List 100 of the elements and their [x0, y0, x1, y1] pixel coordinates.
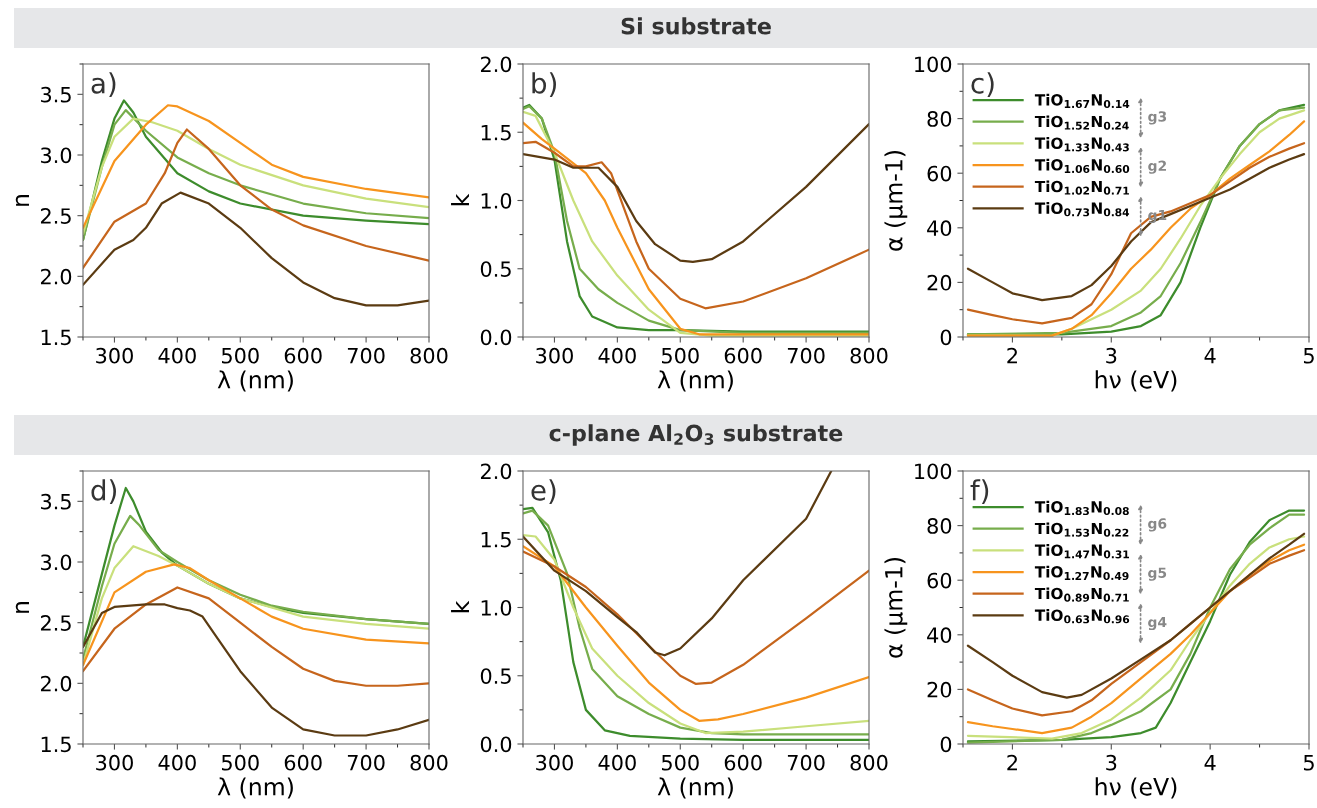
y-tick-label: 3.0 — [41, 554, 72, 571]
y-tick-label: 1.0 — [481, 192, 512, 209]
x-tick-label: 5 — [1303, 755, 1314, 771]
x-tick-label: 500 — [662, 754, 699, 771]
y-tick-label: 1.0 — [481, 599, 512, 616]
legend-label: TiO$_{1.83}$N$_{0.08}$ — [1034, 500, 1129, 516]
legend-label: TiO$_{1.06}$N$_{0.60}$ — [1034, 158, 1130, 174]
annotation: f) — [970, 479, 989, 504]
y-tick-label: 0 — [940, 329, 952, 346]
x-tick-label: 400 — [598, 754, 636, 771]
annotation: g5 — [1148, 567, 1167, 581]
annotation: g3 — [1148, 111, 1167, 125]
line-series — [83, 128, 429, 269]
x-axis-title: λ (nm) — [657, 777, 733, 799]
line-series — [523, 140, 869, 310]
x-tick-label: 700 — [347, 754, 385, 771]
x-tick-label: 600 — [724, 754, 762, 771]
x-tick-label: 700 — [347, 347, 385, 364]
y-tick-label: 20 — [927, 274, 952, 291]
y-tick-label: 100 — [915, 463, 952, 480]
annotation: e) — [531, 479, 556, 504]
chart-title: Si substrate — [621, 17, 771, 35]
x-tick-label: 400 — [158, 347, 196, 364]
x-tick-label: 2 — [1007, 754, 1017, 771]
annotation: b) — [532, 72, 556, 97]
legend-label: TiO$_{1.02}$N$_{0.71}$ — [1034, 180, 1129, 195]
x-tick-label: 3 — [1106, 347, 1117, 364]
y-tick-label: 0.5 — [480, 261, 511, 277]
x-tick-label: 800 — [850, 754, 888, 771]
legend-label: TiO$_{0.63}$N$_{0.96}$ — [1034, 609, 1130, 624]
y-axis-title: α (μm-1) — [884, 151, 908, 251]
y-tick-label: 80 — [927, 111, 952, 127]
x-tick-label: 800 — [410, 754, 448, 771]
line-series — [966, 152, 1306, 302]
legend-label: TiO$_{1.53}$N$_{0.22}$ — [1034, 522, 1129, 537]
annotation: c) — [971, 72, 994, 97]
legend-label: TiO$_{0.89}$N$_{0.71}$ — [1034, 587, 1129, 602]
y-tick-label: 40 — [927, 220, 952, 237]
x-tick-label: 4 — [1204, 348, 1216, 364]
x-axis-title: hν (eV) — [1095, 777, 1177, 799]
y-axis-title: n — [15, 195, 29, 206]
x-axis-title: λ (nm) — [217, 370, 293, 392]
y-tick-label: 0.0 — [480, 329, 512, 346]
legend-label: TiO$_{0.73}$N$_{0.84}$ — [1034, 202, 1130, 217]
x-tick-label: 300 — [96, 347, 133, 364]
y-tick-label: 0.5 — [480, 668, 511, 684]
legend-label: TiO$_{1.47}$N$_{0.31}$ — [1034, 544, 1129, 559]
x-tick-label: 4 — [1204, 755, 1216, 771]
x-tick-label: 300 — [536, 754, 573, 771]
x-tick-label: 2 — [1007, 347, 1017, 364]
y-tick-label: 60 — [927, 572, 952, 589]
annotation: g6 — [1148, 518, 1167, 532]
y-axis-title: α (μm-1) — [884, 558, 908, 658]
legend-label: TiO$_{1.67}$N$_{0.14}$ — [1034, 93, 1130, 109]
y-tick-label: 2.5 — [40, 208, 71, 224]
y-tick-label: 1.5 — [41, 736, 71, 753]
y-tick-label: 3.5 — [41, 493, 71, 510]
y-tick-label: 3.0 — [41, 147, 72, 164]
annotation: g2 — [1148, 160, 1166, 174]
x-tick-label: 300 — [536, 347, 573, 364]
chart-title: c-plane Al$_{2}$O$_{3}$ substrate — [549, 424, 843, 446]
y-tick-label: 2.0 — [480, 56, 512, 73]
line-series — [523, 550, 869, 686]
y-tick-label: 100 — [915, 56, 952, 73]
x-tick-label: 800 — [410, 347, 448, 364]
x-tick-label: 300 — [96, 754, 133, 771]
line-series — [83, 191, 429, 307]
x-tick-label: 500 — [222, 347, 259, 364]
y-axis-title: k — [451, 600, 469, 613]
y-tick-label: 0 — [940, 736, 952, 753]
y-tick-label: 2.5 — [40, 615, 71, 631]
y-tick-label: 20 — [927, 681, 952, 698]
x-tick-label: 800 — [850, 347, 888, 364]
x-tick-label: 400 — [598, 347, 636, 364]
legend-label: TiO$_{1.33}$N$_{0.43}$ — [1034, 137, 1129, 152]
x-tick-label: 5 — [1303, 348, 1314, 364]
x-tick-label: 500 — [662, 347, 699, 364]
line-series — [523, 471, 833, 657]
y-tick-label: 2.0 — [40, 268, 72, 285]
annotation: d) — [91, 479, 116, 504]
y-tick-label: 40 — [927, 627, 952, 644]
y-tick-label: 2.0 — [480, 463, 512, 480]
y-tick-label: 0.0 — [480, 736, 512, 753]
y-tick-label: 60 — [927, 165, 952, 182]
x-axis-title: λ (nm) — [657, 370, 733, 392]
x-tick-label: 3 — [1106, 754, 1117, 771]
line-series — [523, 122, 869, 264]
y-tick-label: 1.5 — [481, 124, 511, 141]
annotation: a) — [91, 72, 116, 97]
y-tick-label: 1.5 — [41, 329, 71, 346]
x-tick-label: 700 — [787, 347, 825, 364]
annotation: g4 — [1148, 616, 1167, 631]
y-tick-label: 1.5 — [481, 531, 511, 548]
line-series — [83, 586, 429, 687]
x-tick-label: 600 — [284, 347, 322, 364]
x-tick-label: 400 — [158, 754, 196, 771]
x-tick-label: 700 — [787, 754, 825, 771]
x-tick-label: 500 — [222, 754, 259, 771]
x-tick-label: 600 — [724, 347, 762, 364]
x-tick-label: 600 — [284, 754, 322, 771]
